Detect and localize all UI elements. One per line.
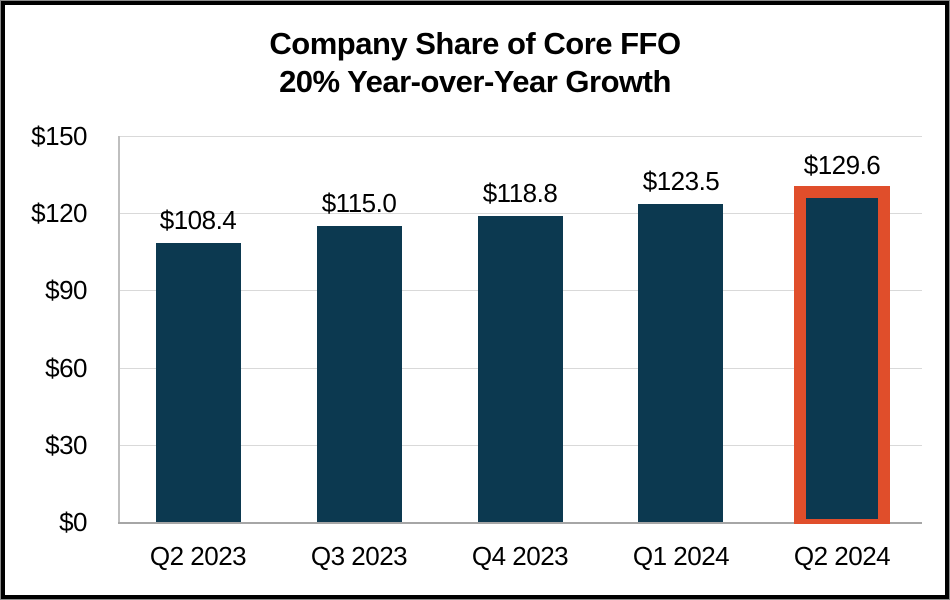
x-axis-tick-label: Q3 2023 [310, 541, 408, 571]
chart-title-line1: Company Share of Core FFO [269, 26, 681, 61]
y-axis-tick-label: $0 [59, 507, 87, 537]
bar-value-label: $118.8 [482, 178, 558, 208]
chart-title: Company Share of Core FFO 20% Year-over-… [1, 25, 949, 101]
highlight-frame [794, 186, 890, 524]
bar-Q2 2024 [799, 188, 884, 524]
x-axis-tick-label: Q2 2024 [793, 541, 891, 571]
bar-Q4 2023 [478, 216, 563, 524]
bar-Q2 2023 [156, 243, 241, 524]
gridline-$120 [118, 213, 922, 214]
y-axis-tick-label: $30 [45, 430, 87, 460]
bar-Q3 2023 [317, 226, 402, 524]
bar-Q1 2024 [638, 204, 723, 524]
gridline-$150 [118, 136, 922, 137]
bar-value-label: $129.6 [803, 150, 881, 180]
bar-value-label: $123.5 [642, 166, 720, 196]
y-axis-tick-label: $60 [45, 353, 87, 383]
chart-title-line2: 20% Year-over-Year Growth [279, 64, 671, 99]
y-axis-line [118, 136, 120, 522]
x-axis-tick-label: Q1 2024 [632, 541, 730, 571]
y-axis-tick-label: $120 [31, 198, 87, 228]
y-axis-tick-label: $90 [45, 275, 87, 305]
x-axis-tick-label: Q2 2023 [149, 541, 247, 571]
bar-value-label: $115.0 [321, 188, 397, 218]
x-axis-line [118, 522, 922, 524]
y-axis-tick-label: $150 [31, 121, 87, 151]
bar-value-label: $108.4 [159, 205, 237, 235]
x-axis-tick-label: Q4 2023 [471, 541, 569, 571]
